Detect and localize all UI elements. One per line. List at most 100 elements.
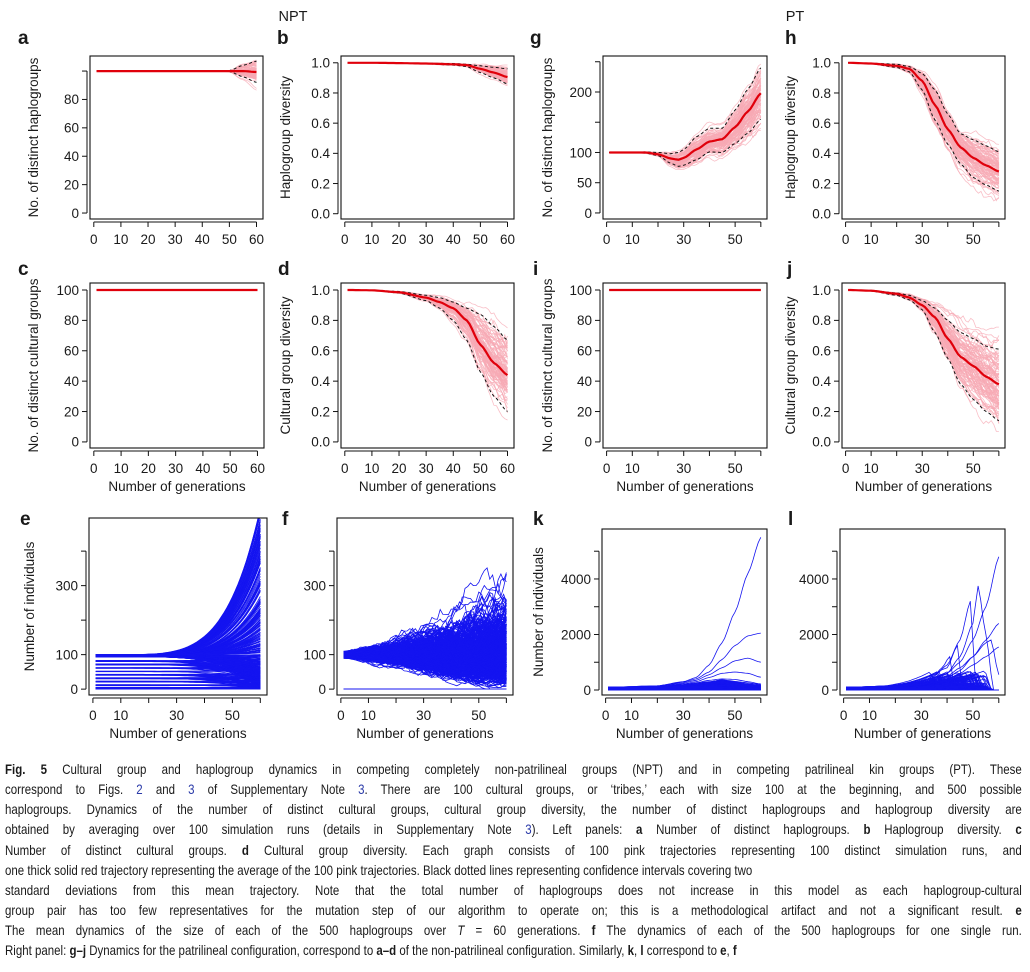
plot-frame <box>89 55 264 220</box>
x-tick-label: 60 <box>500 461 515 476</box>
caption-bold-text: b <box>863 821 871 838</box>
haplogroup-trajectory <box>95 676 261 679</box>
ci-lower-line <box>347 289 508 412</box>
x-tick-label: 10 <box>113 232 128 247</box>
caption-line: correspond to Figs. 2 and 3 of Supplemen… <box>5 779 1022 799</box>
x-tick-label: 30 <box>676 708 691 723</box>
caption-line: Fig. 5 Cultural group and haplogroup dyn… <box>5 759 1022 779</box>
panel-label: c <box>18 259 29 280</box>
y-tick-label: 100 <box>55 647 78 662</box>
haplogroup-trajectory <box>95 663 261 676</box>
x-axis-title: Number of generations <box>359 479 497 494</box>
plot-area <box>347 61 508 87</box>
plot-frame <box>841 55 1006 220</box>
haplogroup-trajectory <box>608 688 761 691</box>
y-tick-label: 40 <box>64 374 79 389</box>
haplogroup-trajectory <box>846 556 1000 688</box>
caption-text: T <box>457 922 465 939</box>
haplogroup-trajectory <box>846 685 999 691</box>
x-tick-label: 30 <box>915 232 930 247</box>
caption-text: The dynamics of each of the 500 haplogro… <box>595 922 1022 939</box>
caption-reference-link[interactable]: 2 <box>136 781 143 798</box>
y-tick-label: 0 <box>71 206 79 221</box>
x-tick-label: 10 <box>864 461 879 476</box>
haplogroup-trajectory <box>343 647 507 674</box>
x-tick-label: 40 <box>446 232 461 247</box>
y-axis-title: Haplogroup diversity <box>278 76 293 199</box>
x-tick-label: 0 <box>840 708 848 723</box>
caption-text: ). Left panels: <box>531 821 637 838</box>
plot-frame <box>839 528 1006 696</box>
x-tick-label: 60 <box>249 232 264 247</box>
plot-frame <box>340 282 515 449</box>
x-tick-label: 30 <box>168 461 183 476</box>
figure-caption: Fig. 5 Cultural group and haplogroup dyn… <box>5 759 1022 960</box>
y-tick-label: 2000 <box>561 627 591 642</box>
caption-reference-link[interactable]: 3 <box>358 781 365 798</box>
simulation-run-trajectory <box>848 62 1000 162</box>
caption-line: Number of distinct cultural groups. d Cu… <box>5 840 1022 860</box>
simulation-run-trajectory <box>848 289 999 344</box>
plot-frame <box>601 528 768 696</box>
mean-trajectory <box>347 288 509 377</box>
plot-frame <box>602 55 768 220</box>
group-title-pt: PT <box>786 9 805 25</box>
panel-f: f 0 10 30 50 0 100 300 Number of generations <box>282 509 514 741</box>
x-tick-label: 50 <box>965 708 980 723</box>
caption-text: one thick solid red trajectory represent… <box>5 861 753 878</box>
panel-b: b 0 10 20 30 40 50 60 0.0 0.2 0.4 0.6 0.8 1.0 Haplogro… <box>277 28 515 247</box>
x-axis-title: Number of generations <box>356 726 494 741</box>
y-tick-label: 0.2 <box>812 404 831 419</box>
haplogroup-trajectory <box>343 649 507 679</box>
plot-area <box>609 63 762 171</box>
x-tick-label: 30 <box>915 461 930 476</box>
plot-frame <box>336 517 514 696</box>
y-tick-label: 1.0 <box>812 283 831 298</box>
x-tick-label: 10 <box>864 232 879 247</box>
caption-text: group pair has too few representatives f… <box>5 901 1016 918</box>
haplogroup-trajectory <box>343 651 507 690</box>
caption-reference-link[interactable]: 3 <box>188 781 195 798</box>
y-tick-label: 0.8 <box>311 86 330 101</box>
caption-text: , <box>726 942 733 959</box>
y-axis-title: No. of distinct haplogroups <box>26 57 41 217</box>
y-tick-label: 0.6 <box>311 116 330 131</box>
plot-area <box>95 518 261 690</box>
panel-label: h <box>785 28 797 49</box>
x-tick-label: 50 <box>727 708 742 723</box>
x-tick-label: 40 <box>195 232 210 247</box>
haplogroup-trajectory <box>95 687 261 690</box>
y-tick-label: 0 <box>70 682 78 697</box>
y-tick-label: 4000 <box>799 572 829 587</box>
plot-frame <box>340 55 515 220</box>
caption-bold-text: a <box>636 821 643 838</box>
x-tick-label: 10 <box>625 232 640 247</box>
y-tick-label: 0.6 <box>311 344 330 359</box>
x-tick-label: 30 <box>169 708 184 723</box>
x-tick-label: 30 <box>914 708 929 723</box>
caption-reference-link[interactable]: 3 <box>525 821 532 838</box>
ci-lower-line <box>609 118 762 167</box>
haplogroup-trajectory <box>343 634 507 662</box>
caption-text: correspond to <box>643 942 721 959</box>
caption-text: Number of distinct haplogroups. <box>642 821 864 838</box>
x-tick-label: 50 <box>473 232 488 247</box>
haplogroup-trajectory <box>95 662 261 666</box>
x-tick-label: 10 <box>364 232 379 247</box>
caption-line: Right panel: g–j Dynamics for the patril… <box>5 940 1022 960</box>
y-tick-label: 0.0 <box>812 435 831 450</box>
panel-i: i 0 10 30 50 0 20 40 60 80 100 No. of distinct cult… <box>533 259 768 494</box>
y-tick-label: 0.8 <box>311 313 330 328</box>
x-tick-label: 30 <box>416 708 431 723</box>
caption-bold-text: e <box>1015 901 1022 918</box>
ci-upper-line <box>848 62 1000 153</box>
haplogroup-trajectory <box>608 686 761 690</box>
y-tick-label: 100 <box>569 283 592 298</box>
haplogroup-trajectory <box>95 685 261 687</box>
y-axis-title: Haplogroup diversity <box>783 76 798 199</box>
caption-bold-text: Fig. 5 <box>5 761 48 777</box>
y-tick-label: 0.4 <box>311 374 330 389</box>
caption-text: , <box>633 942 641 959</box>
plot-area <box>347 288 509 421</box>
panel-label: j <box>786 259 792 280</box>
